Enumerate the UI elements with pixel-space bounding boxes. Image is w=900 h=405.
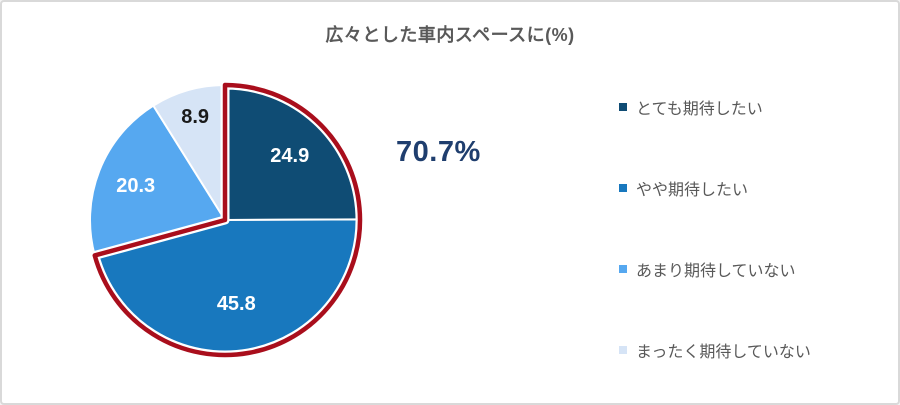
legend-label: とても期待したい — [636, 101, 763, 118]
legend-label: やや期待したい — [636, 182, 749, 199]
legend-marker-icon — [619, 265, 627, 273]
chart-title: 広々とした車内スペースに(%) — [325, 25, 575, 45]
legend-label: まったく期待していない — [636, 344, 811, 361]
slice-value-label-1: 45.8 — [217, 293, 256, 315]
slice-value-label-2: 20.3 — [116, 175, 155, 197]
highlight-outline — [92, 82, 363, 358]
pie-chart: 24.9 45.8 20.3 8.9 — [89, 80, 365, 360]
legend: とても期待したい やや期待したいあまり期待していない まったく期待していない — [619, 97, 811, 361]
legend-marker-icon — [619, 346, 627, 354]
legend-item-0: とても期待したい — [619, 97, 811, 118]
legend-item-1: やや期待したい — [619, 178, 811, 199]
legend-label: あまり期待していない — [636, 263, 796, 280]
legend-marker-icon — [619, 103, 627, 111]
legend-item-2: あまり期待していない — [619, 259, 811, 280]
pie-slice-2 — [89, 104, 226, 257]
highlight-total-label: 70.7% — [396, 136, 481, 168]
slice-value-label-3: 8.9 — [181, 106, 209, 128]
slice-value-label-0: 24.9 — [270, 145, 309, 167]
legend-marker-icon — [619, 184, 627, 192]
legend-item-3: まったく期待していない — [619, 340, 811, 361]
